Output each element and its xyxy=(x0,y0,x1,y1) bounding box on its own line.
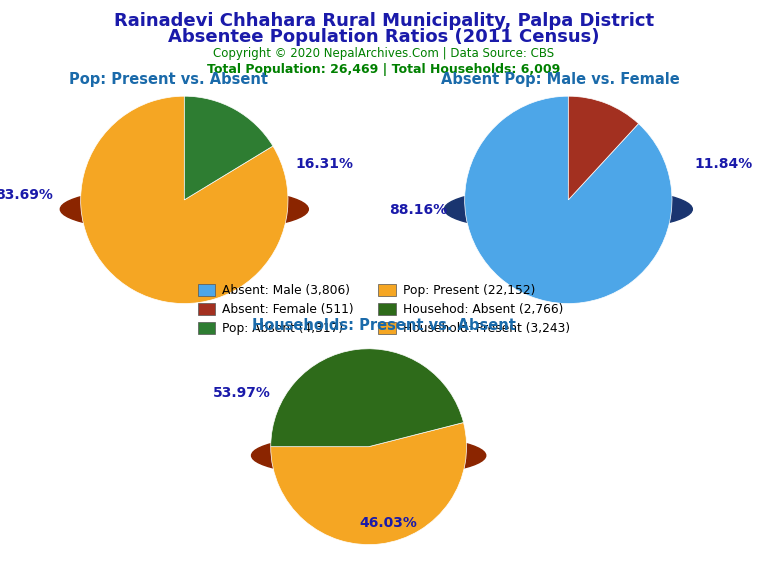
Text: 53.97%: 53.97% xyxy=(213,386,270,400)
Text: 11.84%: 11.84% xyxy=(695,157,753,170)
Ellipse shape xyxy=(445,187,692,232)
Legend: Absent: Male (3,806), Absent: Female (511), Pop: Absent (4,317), Pop: Present (2: Absent: Male (3,806), Absent: Female (51… xyxy=(198,284,570,335)
Text: 88.16%: 88.16% xyxy=(389,203,447,217)
Wedge shape xyxy=(465,96,672,304)
Text: 83.69%: 83.69% xyxy=(0,188,52,202)
Wedge shape xyxy=(568,96,638,200)
Text: Rainadevi Chhahara Rural Municipality, Palpa District: Rainadevi Chhahara Rural Municipality, P… xyxy=(114,12,654,29)
Text: Pop: Present vs. Absent: Pop: Present vs. Absent xyxy=(69,72,269,87)
Text: Copyright © 2020 NepalArchives.Com | Data Source: CBS: Copyright © 2020 NepalArchives.Com | Dat… xyxy=(214,47,554,60)
Wedge shape xyxy=(271,349,464,447)
Wedge shape xyxy=(184,96,273,200)
Ellipse shape xyxy=(61,187,308,232)
Text: Households: Present vs. Absent: Households: Present vs. Absent xyxy=(252,318,516,333)
Text: 16.31%: 16.31% xyxy=(295,157,353,170)
Text: Absent Pop: Male vs. Female: Absent Pop: Male vs. Female xyxy=(442,72,680,87)
Ellipse shape xyxy=(252,434,485,477)
Text: 46.03%: 46.03% xyxy=(359,516,417,530)
Text: Absentee Population Ratios (2011 Census): Absentee Population Ratios (2011 Census) xyxy=(168,28,600,46)
Wedge shape xyxy=(271,423,466,544)
Wedge shape xyxy=(81,96,288,304)
Text: Total Population: 26,469 | Total Households: 6,009: Total Population: 26,469 | Total Househo… xyxy=(207,63,561,76)
